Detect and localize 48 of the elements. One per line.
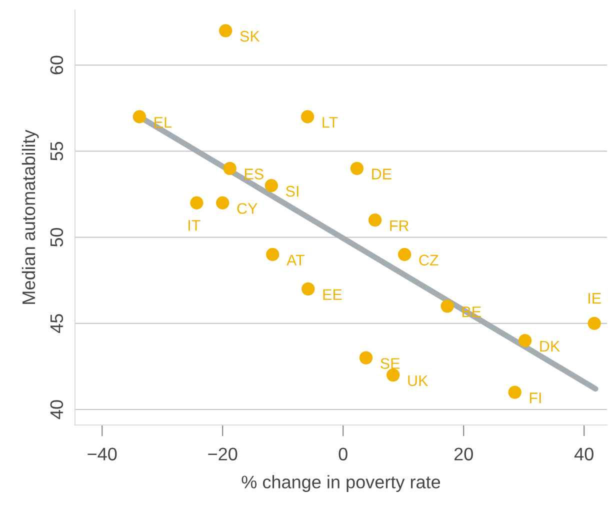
point [190,196,204,210]
point [368,213,382,227]
point [266,248,280,262]
annotation: UK [408,375,428,386]
y-tick-label: 55 [50,142,64,161]
x-axis-title: % change in poverty rate [242,475,440,492]
y-tick-label: 60 [50,56,64,74]
annotation: IT [188,220,200,231]
annotation: CZ [419,254,438,266]
x-tick-label: 40 [574,448,594,460]
x-tick-label: −20 [208,448,238,460]
y-tick-label: 45 [50,314,64,334]
annotation: EL [154,117,172,128]
point [518,334,532,348]
point [219,24,232,38]
point [508,386,522,399]
annotation: IE [588,293,601,304]
point [302,282,315,296]
x-tick-label: −40 [88,448,117,460]
point [264,179,278,192]
annotation: LT [322,117,338,128]
y-axis-title: Median automatability [22,130,39,304]
annotation: BE [462,306,481,318]
point [588,316,601,330]
y-tick-label: 40 [50,400,64,420]
point [359,351,373,364]
point [223,162,236,176]
point [132,110,146,124]
annotation: AT [286,254,305,266]
annotation: SI [286,186,298,197]
point [386,368,400,382]
point [350,162,364,176]
annotation: ES [244,168,264,180]
y-tick-label: 50 [50,228,64,247]
x-tick-label: 0 [338,448,348,460]
point [216,196,230,210]
annotation: SE [380,358,400,369]
annotation: DK [540,341,560,352]
point [440,300,454,313]
annotation: FR [390,220,409,231]
annotation: DE [372,168,392,180]
annotation: SK [240,30,260,42]
x-tick-label: 20 [454,448,473,460]
annotation: EE [323,289,342,300]
annotation: CY [237,203,258,214]
point [398,248,412,262]
annotation: FI [530,392,541,404]
point [300,110,314,124]
